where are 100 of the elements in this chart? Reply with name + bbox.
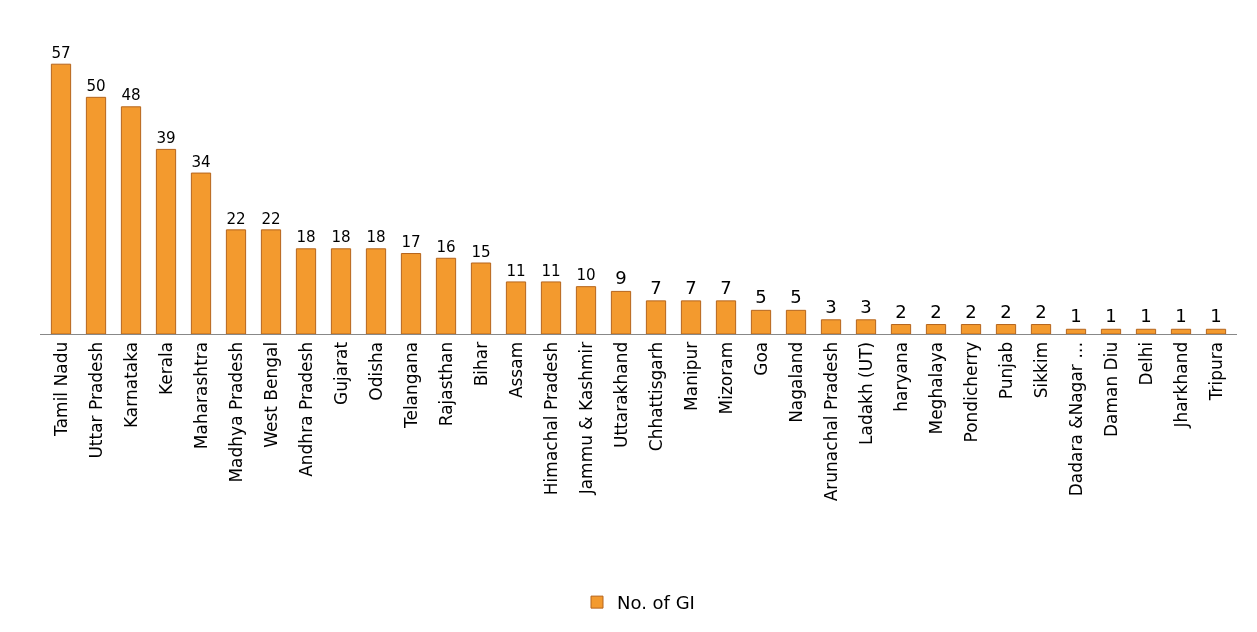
data-label: 3 [860, 295, 872, 317]
x-tick-label: Punjab [995, 341, 1016, 400]
x-tick-label: Delhi [1135, 341, 1156, 386]
bar [1065, 328, 1087, 334]
x-tick-label: West Bengal [260, 341, 281, 448]
bar [820, 319, 842, 334]
x-tick-label: Pondicherry [960, 341, 981, 443]
x-tick-label: Bihar [470, 341, 491, 387]
data-label: 2 [1035, 300, 1047, 322]
x-tick-label: Himachal Pradesh [540, 341, 561, 496]
x-tick-label: Maharashtra [190, 341, 211, 450]
bar [85, 96, 107, 334]
data-label: 7 [720, 276, 732, 298]
bar [610, 290, 632, 334]
data-label: 18 [366, 228, 386, 247]
data-label: 57 [51, 43, 71, 62]
x-tick-label: Tamil Nadu [50, 341, 71, 437]
bar [575, 286, 597, 334]
x-tick-label: Chhattisgarh [645, 341, 666, 452]
data-label: 1 [1210, 305, 1222, 327]
x-tick-label: Karnataka [120, 341, 141, 428]
bar [190, 172, 212, 334]
bar [1100, 328, 1122, 334]
bar [1205, 328, 1227, 334]
x-tick-label: Gujarat [330, 341, 351, 405]
bar [995, 324, 1017, 334]
bar [715, 300, 737, 334]
data-label: 18 [331, 228, 351, 247]
x-tick-label: haryana [890, 341, 911, 412]
data-label: 7 [650, 276, 662, 298]
x-tick-label: Sikkim [1030, 341, 1051, 399]
x-tick-label: Arunachal Pradesh [820, 341, 841, 502]
bar [400, 253, 422, 334]
bar [50, 63, 72, 334]
bar [925, 324, 947, 334]
x-tick-label: Meghalaya [925, 341, 946, 435]
bar [505, 281, 527, 334]
bar [540, 281, 562, 334]
bar [680, 300, 702, 334]
x-tick-label: Assam [505, 341, 526, 399]
bar [785, 309, 807, 334]
bar [330, 248, 352, 334]
data-label: 1 [1070, 305, 1082, 327]
bar [1030, 324, 1052, 334]
bar [960, 324, 982, 334]
bar [295, 248, 317, 334]
data-label: 2 [1000, 300, 1012, 322]
data-label: 2 [895, 300, 907, 322]
x-tick-label: Uttar Pradesh [85, 341, 106, 459]
x-tick-label: Kerala [155, 341, 176, 396]
bar [855, 319, 877, 334]
bar [155, 148, 177, 334]
x-tick-label: Dadara &Nagar … [1065, 341, 1086, 497]
data-label: 9 [615, 267, 627, 289]
data-label: 1 [1105, 305, 1117, 327]
bar [435, 257, 457, 334]
bar [120, 106, 142, 334]
data-label: 17 [401, 233, 421, 252]
x-tick-label: Goa [750, 341, 771, 376]
bar [1135, 328, 1157, 334]
data-label: 15 [471, 242, 491, 261]
x-tick-label: Daman Diu [1100, 341, 1121, 438]
x-tick-label: Jharkhand [1170, 341, 1191, 429]
x-tick-label: Nagaland [785, 341, 806, 423]
bar [365, 248, 387, 334]
x-tick-label: Rajasthan [435, 341, 456, 427]
data-label: 5 [790, 286, 802, 308]
x-tick-label: Andhra Pradesh [295, 341, 316, 477]
x-tick-label: Uttarakhand [610, 341, 631, 448]
data-label: 22 [226, 209, 246, 228]
x-tick-label: Tripura [1205, 341, 1226, 402]
data-label: 11 [541, 261, 561, 280]
data-label: 50 [86, 76, 106, 95]
data-label: 34 [191, 152, 211, 171]
data-label: 48 [121, 86, 141, 105]
x-tick-label: Ladakh (UT) [855, 341, 876, 446]
data-label: 2 [965, 300, 977, 322]
x-tick-label: Manipur [680, 341, 701, 411]
data-label: 1 [1140, 305, 1152, 327]
data-label: 39 [156, 129, 176, 148]
bar [890, 324, 912, 334]
data-label: 22 [261, 209, 281, 228]
bar [645, 300, 667, 334]
data-label: 3 [825, 295, 837, 317]
x-tick-label: Mizoram [715, 341, 736, 415]
data-label: 18 [296, 228, 316, 247]
data-label: 5 [755, 286, 767, 308]
x-tick-label: Odisha [365, 341, 386, 401]
x-tick-label: Telangana [400, 341, 421, 430]
data-label: 10 [576, 266, 596, 285]
bar [225, 229, 247, 334]
bar [750, 309, 772, 334]
data-label: 11 [506, 261, 526, 280]
bar [470, 262, 492, 334]
data-label: 2 [930, 300, 942, 322]
bar [260, 229, 282, 334]
data-label: 7 [685, 276, 697, 298]
data-label: 1 [1175, 305, 1187, 327]
x-tick-label: Jammu & Kashmir [575, 341, 596, 496]
data-label: 16 [436, 237, 456, 256]
